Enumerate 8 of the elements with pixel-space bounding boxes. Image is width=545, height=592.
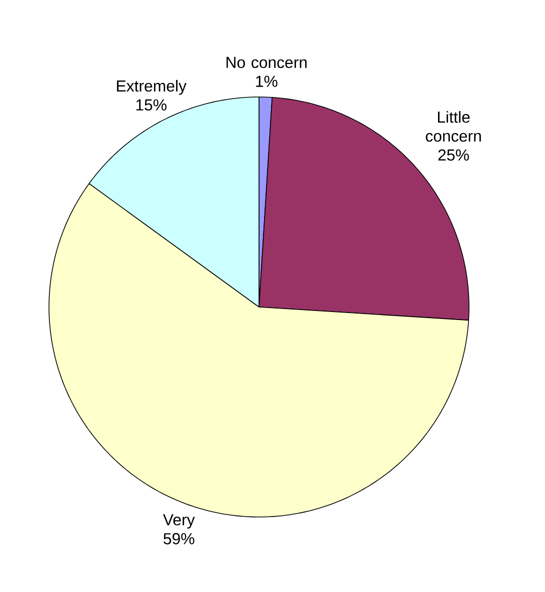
data-label: 25%	[438, 149, 469, 161]
data-label: 1%	[256, 76, 278, 87]
slice-label: Extremely	[116, 80, 186, 95]
data-label: 59%	[164, 533, 194, 544]
data-label: 15%	[136, 99, 166, 111]
slice-label: Very	[163, 514, 195, 529]
slice-label: No concern	[226, 56, 307, 68]
slice-label: Little concern	[426, 111, 481, 142]
